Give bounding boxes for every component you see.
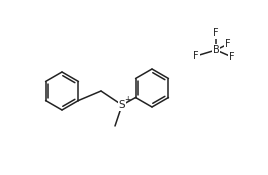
Text: F: F [225, 39, 231, 49]
Text: F: F [229, 52, 235, 62]
Text: F: F [213, 28, 219, 38]
Text: F: F [193, 51, 199, 61]
Text: +: + [124, 96, 130, 104]
Text: S: S [119, 100, 125, 110]
Text: B: B [213, 45, 219, 55]
